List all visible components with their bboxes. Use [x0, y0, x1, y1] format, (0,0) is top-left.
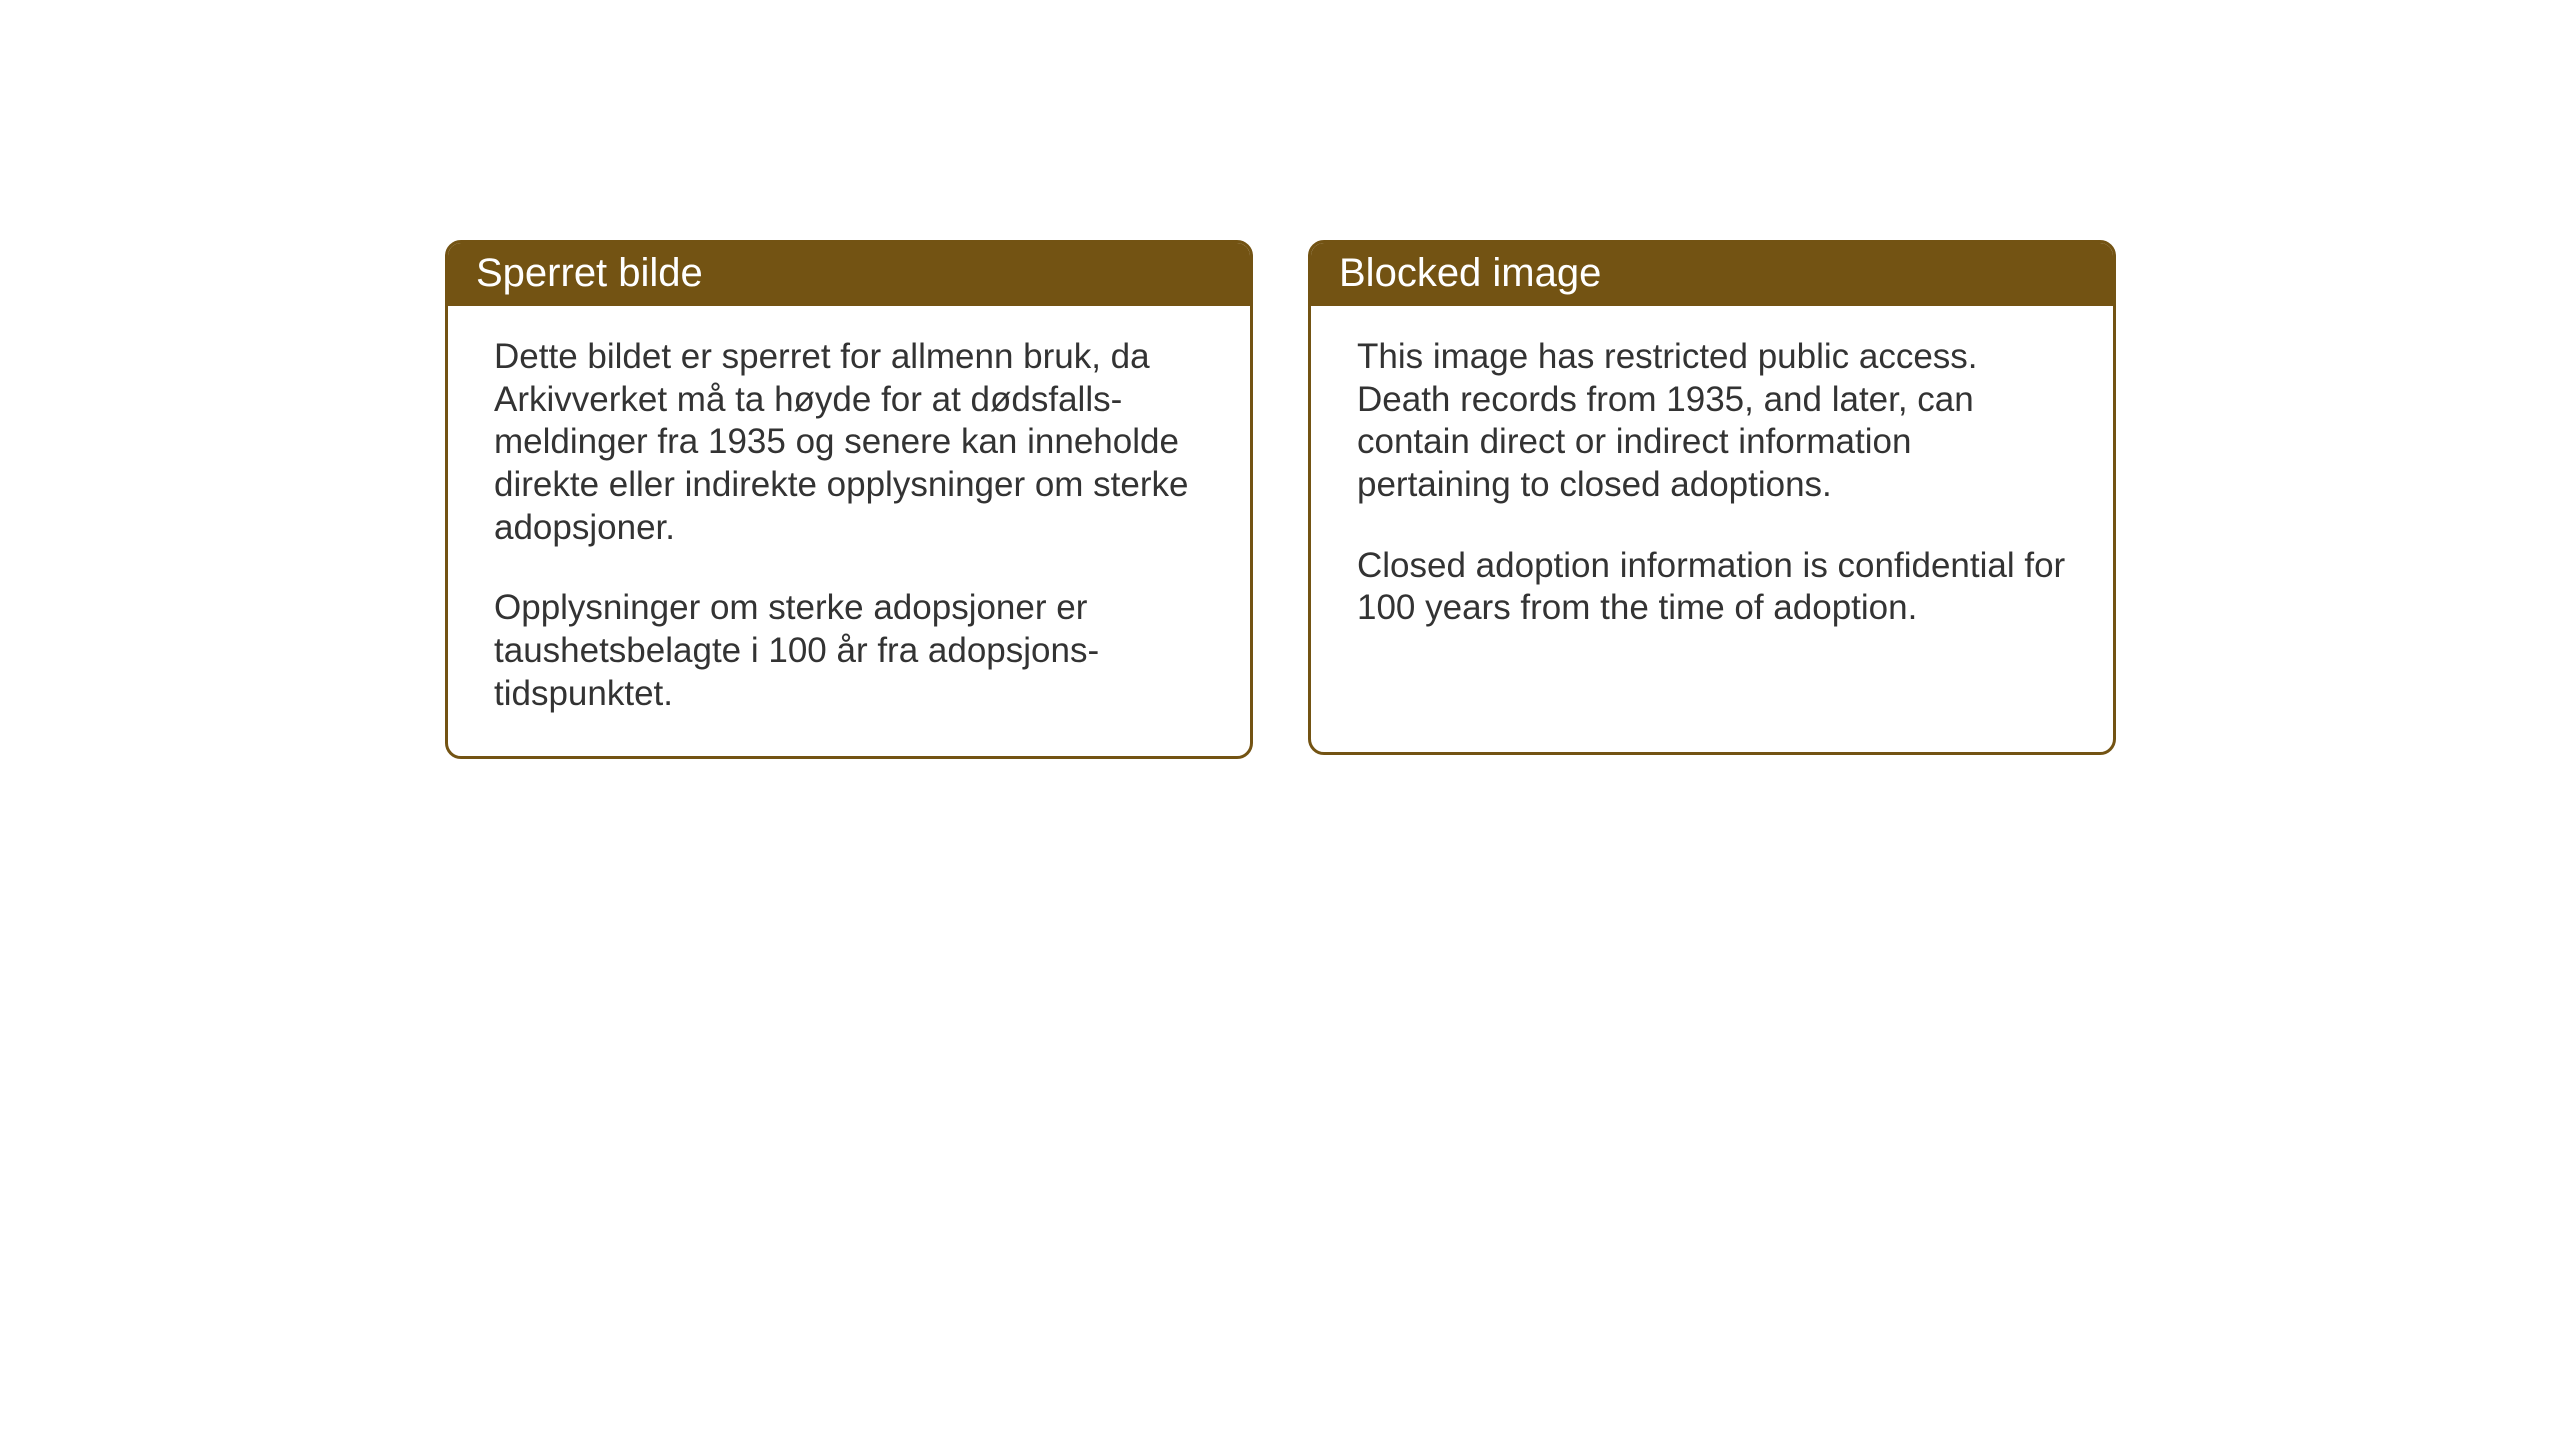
notice-header-english: Blocked image	[1311, 243, 2113, 306]
notice-paragraph-1-en: This image has restricted public access.…	[1357, 336, 2067, 507]
notice-header-norwegian: Sperret bilde	[448, 243, 1250, 306]
notice-paragraph-1-no: Dette bildet er sperret for allmenn bruk…	[494, 336, 1204, 549]
notice-body-english: This image has restricted public access.…	[1311, 306, 2113, 670]
notice-container: Sperret bilde Dette bildet er sperret fo…	[445, 240, 2116, 759]
notice-card-english: Blocked image This image has restricted …	[1308, 240, 2116, 755]
notice-paragraph-2-en: Closed adoption information is confident…	[1357, 545, 2067, 630]
notice-body-norwegian: Dette bildet er sperret for allmenn bruk…	[448, 306, 1250, 756]
notice-paragraph-2-no: Opplysninger om sterke adopsjoner er tau…	[494, 587, 1204, 715]
notice-card-norwegian: Sperret bilde Dette bildet er sperret fo…	[445, 240, 1253, 759]
